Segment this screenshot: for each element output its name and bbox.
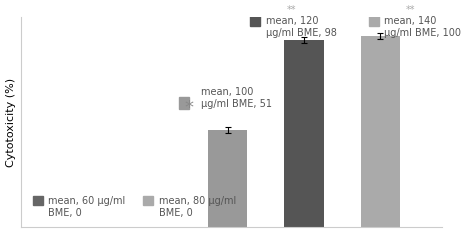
Bar xyxy=(284,40,324,227)
FancyBboxPatch shape xyxy=(144,196,154,206)
FancyBboxPatch shape xyxy=(33,196,43,206)
Y-axis label: Cytotoxicity (%): Cytotoxicity (%) xyxy=(6,78,16,167)
Text: *: * xyxy=(185,99,194,116)
FancyBboxPatch shape xyxy=(250,16,260,26)
Text: **: ** xyxy=(287,5,297,15)
Text: **: ** xyxy=(406,5,415,15)
Text: mean, 80 μg/ml
BME, 0: mean, 80 μg/ml BME, 0 xyxy=(159,196,236,218)
Text: mean, 60 μg/ml
BME, 0: mean, 60 μg/ml BME, 0 xyxy=(48,196,125,218)
Text: mean, 100
μg/ml BME, 51: mean, 100 μg/ml BME, 51 xyxy=(201,87,272,109)
Text: mean, 120
μg/ml BME, 98: mean, 120 μg/ml BME, 98 xyxy=(266,16,337,38)
Text: mean, 140
μg/ml BME, 100: mean, 140 μg/ml BME, 100 xyxy=(384,16,461,38)
Bar xyxy=(208,130,247,227)
Bar xyxy=(361,36,400,227)
FancyBboxPatch shape xyxy=(179,97,189,109)
FancyBboxPatch shape xyxy=(369,16,379,26)
